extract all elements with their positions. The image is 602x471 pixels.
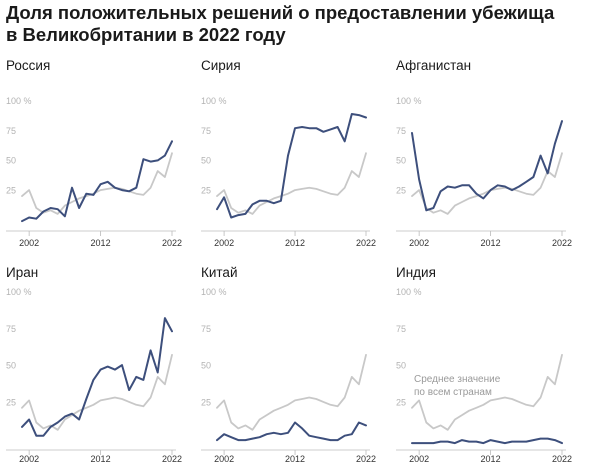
y-tick-label: 75 — [396, 126, 406, 136]
panel-title: Афганистан — [396, 58, 471, 73]
chart-title-line1: Доля положительных решений о предоставле… — [6, 2, 555, 23]
x-tick-label: 2022 — [552, 454, 572, 464]
chart-title: Доля положительных решений о предоставле… — [6, 2, 596, 46]
y-tick-label: 50 — [396, 361, 406, 371]
x-tick-label: 2002 — [214, 454, 234, 464]
y-tick-label: 50 — [6, 361, 16, 371]
x-tick-label: 2002 — [19, 238, 39, 248]
y-tick-label: 25 — [396, 397, 406, 407]
average-series-line — [21, 354, 173, 431]
x-tick-label: 2022 — [162, 454, 182, 464]
annotation-line1: Среднее значение — [414, 374, 501, 385]
average-series-line — [216, 354, 367, 431]
y-tick-label: 25 — [6, 185, 16, 195]
y-tick-label: 100 % — [201, 287, 227, 297]
y-tick-label: 75 — [396, 324, 406, 334]
y-tick-label: 25 — [6, 397, 16, 407]
country-series-line — [411, 437, 563, 445]
chart-title-line2: в Великобритании в 2022 году — [6, 24, 286, 45]
panel-1: Россия 25 50 75 100 % 2002 2012 2022 — [6, 58, 182, 248]
x-tick-label: 2022 — [356, 454, 376, 464]
average-series-line — [411, 354, 563, 431]
y-tick-label: 100 % — [6, 96, 32, 106]
x-tick-label: 2012 — [285, 454, 305, 464]
y-tick-label: 75 — [6, 324, 16, 334]
average-series-line — [216, 152, 367, 215]
x-tick-label: 2012 — [91, 454, 111, 464]
x-tick-label: 2002 — [409, 454, 429, 464]
y-tick-label: 100 % — [6, 287, 32, 297]
x-tick-label: 2012 — [91, 238, 111, 248]
country-series-line — [21, 140, 173, 223]
y-tick-label: 25 — [201, 185, 211, 195]
x-tick-label: 2002 — [19, 454, 39, 464]
annotation-line2: по всем странам — [414, 387, 492, 398]
x-tick-label: 2022 — [552, 238, 572, 248]
panel-6: Индия 25 50 75 100 % 2002 2012 2022 Среднее знач… — [396, 265, 572, 464]
x-tick-label: 2002 — [214, 238, 234, 248]
y-tick-label: 50 — [396, 156, 406, 166]
panel-title: Россия — [6, 58, 50, 73]
y-tick-label: 25 — [396, 185, 406, 195]
panel-title: Иран — [6, 265, 38, 280]
country-series-line — [216, 113, 367, 219]
panel-title: Китай — [201, 265, 238, 280]
y-tick-label: 100 % — [396, 96, 422, 106]
panel-2: Сирия 25 50 75 100 % 2002 2012 2022 — [201, 58, 376, 248]
y-tick-label: 50 — [201, 361, 211, 371]
x-tick-label: 2012 — [481, 238, 501, 248]
country-series-line — [21, 317, 173, 437]
panel-5: Китай 25 50 75 100 % 2002 2012 2022 — [201, 265, 376, 464]
average-series-line — [411, 152, 563, 215]
x-tick-label: 2022 — [162, 238, 182, 248]
y-tick-label: 25 — [201, 397, 211, 407]
y-tick-label: 75 — [201, 324, 211, 334]
panel-3: Афганистан 25 50 75 100 % 2002 2012 2022 — [396, 58, 572, 248]
x-tick-label: 2012 — [481, 454, 501, 464]
x-tick-label: 2012 — [285, 238, 305, 248]
panel-title: Индия — [396, 265, 436, 280]
y-tick-label: 75 — [6, 126, 16, 136]
panel-4: Иран 25 50 75 100 % 2002 2012 2022 — [6, 265, 182, 464]
average-series-line — [21, 152, 173, 215]
y-tick-label: 50 — [201, 156, 211, 166]
x-tick-label: 2022 — [356, 238, 376, 248]
x-tick-label: 2002 — [409, 238, 429, 248]
panel-title: Сирия — [201, 58, 241, 73]
y-tick-label: 100 % — [201, 96, 227, 106]
country-series-line — [216, 421, 367, 442]
y-tick-label: 50 — [6, 156, 16, 166]
country-series-line — [411, 120, 563, 212]
y-tick-label: 100 % — [396, 287, 422, 297]
y-tick-label: 75 — [201, 126, 211, 136]
